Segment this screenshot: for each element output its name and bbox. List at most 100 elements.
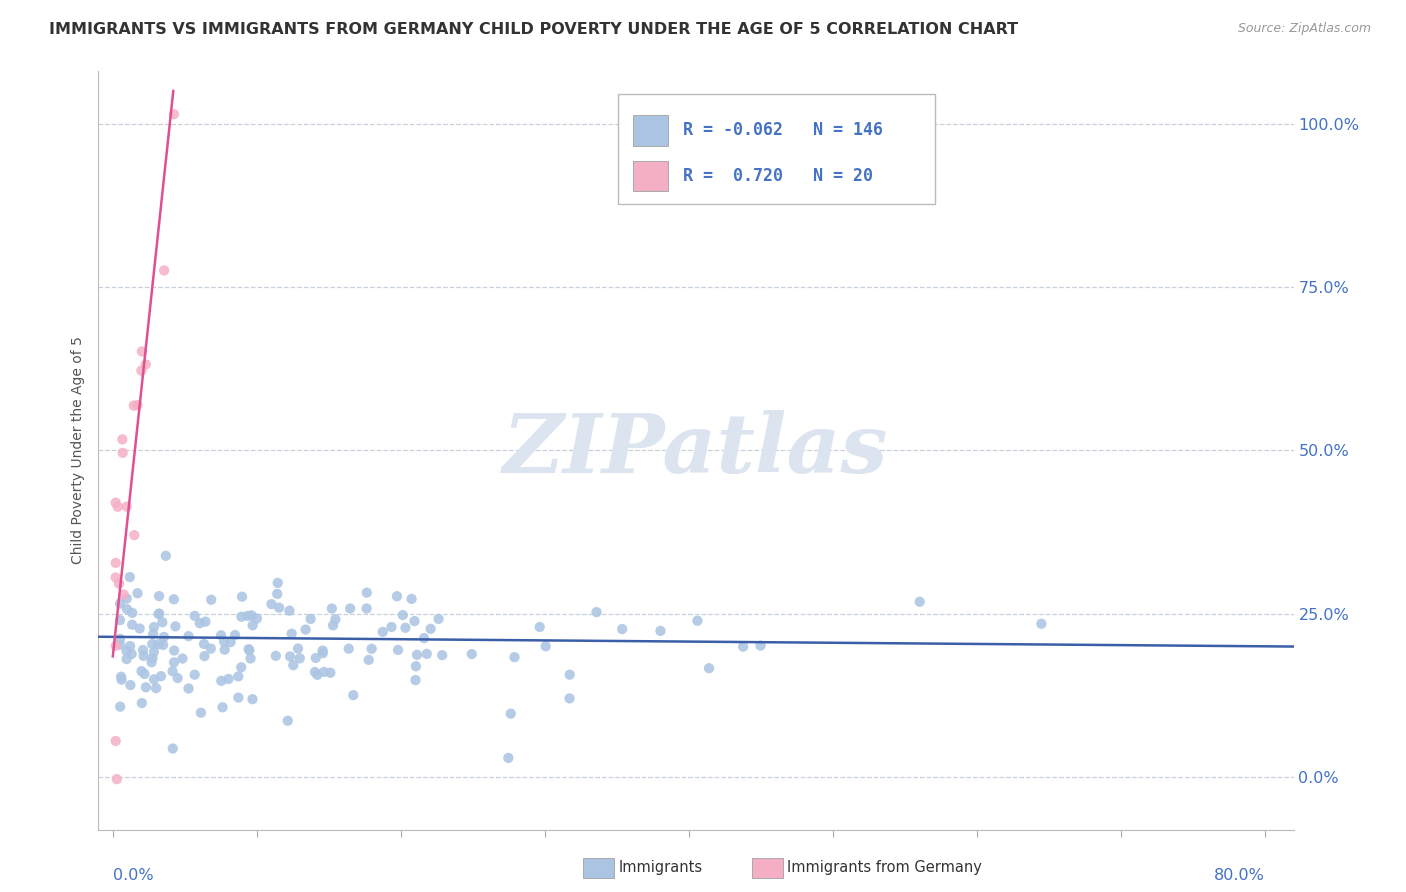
Point	[267, 600, 290, 615]
Point	[107, 500, 129, 514]
Point	[108, 576, 131, 591]
Point	[132, 648, 155, 663]
Point	[153, 263, 176, 277]
Point	[104, 734, 127, 748]
Text: Immigrants: Immigrants	[619, 860, 703, 874]
Point	[419, 622, 441, 636]
Point	[132, 643, 155, 657]
Point	[148, 637, 170, 651]
Point	[686, 614, 709, 628]
Point	[135, 358, 157, 372]
Point	[141, 655, 163, 669]
FancyBboxPatch shape	[619, 95, 935, 204]
Point	[110, 670, 132, 684]
Point	[121, 606, 143, 620]
Point	[163, 592, 186, 607]
Point	[131, 696, 153, 710]
Point	[108, 632, 131, 646]
Point	[108, 597, 131, 611]
Point	[612, 622, 634, 636]
Point	[416, 647, 439, 661]
Point	[288, 651, 311, 665]
Point	[209, 628, 232, 642]
Point	[148, 589, 170, 603]
Point	[405, 659, 427, 673]
Point	[283, 658, 305, 673]
Point	[211, 700, 233, 714]
Point	[529, 620, 551, 634]
Point	[311, 643, 333, 657]
Point	[240, 608, 263, 623]
Point	[105, 772, 128, 786]
Point	[155, 549, 177, 563]
Point	[190, 706, 212, 720]
Point	[312, 646, 335, 660]
Point	[150, 615, 173, 630]
Point	[558, 691, 581, 706]
Point	[278, 649, 301, 664]
Point	[394, 621, 416, 635]
Point	[305, 651, 328, 665]
Point	[312, 665, 335, 679]
Point	[321, 601, 343, 615]
Point	[108, 699, 131, 714]
Point	[404, 614, 426, 628]
Point	[238, 643, 260, 657]
Point	[461, 647, 484, 661]
Point	[115, 644, 138, 658]
Point	[246, 612, 269, 626]
Point	[406, 648, 429, 662]
Point	[121, 647, 143, 661]
Point	[242, 692, 264, 706]
Point	[391, 608, 413, 623]
Point	[534, 640, 557, 654]
Point	[177, 681, 200, 696]
Point	[380, 620, 402, 634]
Point	[163, 643, 186, 657]
Point	[124, 528, 146, 542]
Point	[277, 714, 299, 728]
Point	[183, 667, 205, 681]
Point	[115, 500, 138, 514]
Point	[219, 635, 242, 649]
Point	[413, 631, 436, 645]
Point	[267, 575, 290, 590]
Point	[162, 741, 184, 756]
Point	[142, 645, 165, 659]
Y-axis label: Child Poverty Under the Age of 5: Child Poverty Under the Age of 5	[70, 336, 84, 565]
Point	[401, 591, 423, 606]
Point	[319, 665, 342, 680]
Point	[236, 608, 259, 623]
Point	[200, 592, 222, 607]
Point	[1031, 616, 1053, 631]
Point	[212, 634, 235, 648]
Point	[111, 446, 134, 460]
Point	[733, 640, 755, 654]
FancyBboxPatch shape	[633, 115, 668, 145]
Point	[122, 399, 145, 413]
Point	[118, 570, 141, 584]
Text: ZIPatlas: ZIPatlas	[503, 410, 889, 491]
Point	[214, 642, 236, 657]
Point	[585, 605, 607, 619]
Point	[166, 671, 188, 685]
Point	[498, 751, 520, 765]
Point	[200, 641, 222, 656]
Point	[405, 673, 427, 687]
Point	[266, 587, 288, 601]
Point	[177, 629, 200, 643]
Point	[264, 648, 287, 663]
Point	[299, 612, 322, 626]
Point	[209, 673, 232, 688]
Point	[503, 650, 526, 665]
Point	[908, 595, 931, 609]
Point	[115, 591, 138, 606]
Point	[148, 607, 170, 621]
Point	[430, 648, 453, 663]
Point	[115, 602, 138, 616]
Text: R =  0.720   N = 20: R = 0.720 N = 20	[683, 167, 873, 185]
Point	[127, 398, 149, 412]
Point	[145, 681, 167, 695]
Point	[128, 622, 150, 636]
Point	[749, 639, 772, 653]
